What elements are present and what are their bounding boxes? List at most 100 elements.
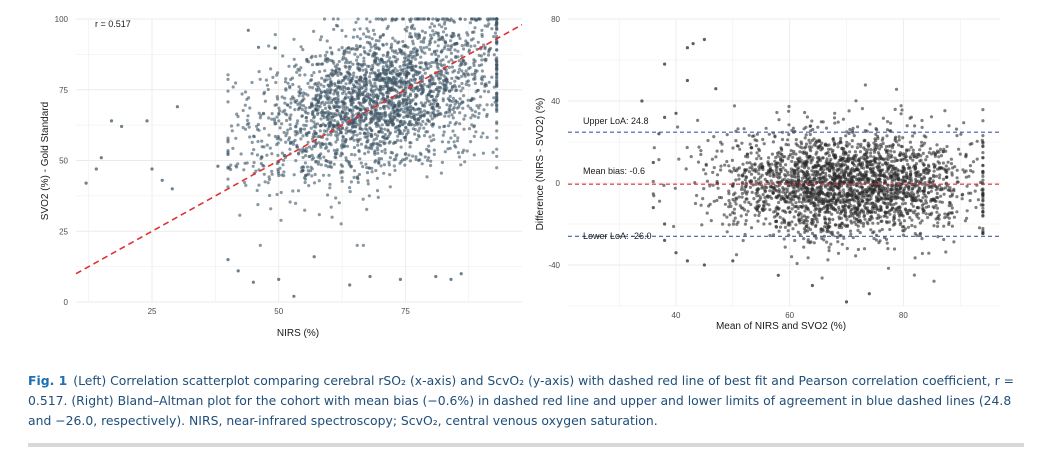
data-point	[419, 55, 423, 59]
data-point	[939, 194, 943, 198]
data-point	[298, 106, 302, 110]
data-point	[392, 109, 396, 113]
data-point	[814, 141, 818, 145]
data-point	[381, 84, 385, 88]
data-point	[843, 159, 847, 163]
data-point	[798, 160, 802, 164]
data-point	[715, 179, 719, 184]
data-point	[170, 187, 174, 191]
data-point	[790, 175, 794, 179]
data-point	[301, 91, 305, 95]
data-point	[773, 159, 777, 163]
data-point	[399, 145, 403, 149]
data-point	[252, 134, 256, 138]
data-point	[365, 207, 369, 211]
data-point	[771, 233, 776, 237]
data-point	[348, 190, 352, 194]
data-point	[470, 72, 474, 76]
data-point	[419, 114, 423, 118]
data-point	[451, 116, 455, 120]
data-point	[369, 93, 374, 97]
data-point	[388, 64, 392, 68]
data-point	[746, 155, 750, 159]
data-point	[392, 69, 396, 74]
data-point	[260, 145, 264, 149]
data-point	[344, 34, 348, 38]
data-point	[383, 141, 387, 145]
data-point	[424, 62, 428, 66]
data-point	[771, 191, 775, 195]
data-point	[715, 173, 720, 177]
data-point	[777, 206, 781, 210]
data-point	[921, 189, 926, 193]
data-point	[427, 47, 432, 52]
data-point	[873, 157, 877, 161]
data-point	[861, 189, 865, 193]
data-point	[362, 106, 366, 110]
data-point	[468, 106, 473, 110]
data-point	[842, 150, 846, 154]
data-point	[413, 77, 417, 81]
data-point	[817, 139, 822, 143]
data-point	[907, 188, 911, 192]
data-point	[377, 157, 381, 161]
data-point	[882, 181, 887, 185]
data-point	[358, 157, 362, 161]
data-point	[699, 152, 703, 157]
data-point	[847, 142, 851, 146]
data-point	[767, 132, 771, 136]
data-point	[943, 109, 947, 113]
data-point	[693, 201, 698, 206]
data-point	[254, 169, 258, 173]
data-point	[292, 37, 296, 41]
data-point	[280, 122, 284, 126]
data-point	[897, 143, 901, 147]
data-point	[723, 202, 728, 206]
data-point	[859, 182, 863, 186]
data-point	[910, 152, 914, 156]
data-point	[335, 148, 339, 152]
data-point	[437, 105, 442, 110]
data-point	[900, 108, 904, 112]
data-point	[806, 226, 811, 230]
data-point	[460, 74, 464, 78]
data-point	[783, 221, 787, 225]
data-point	[836, 142, 840, 146]
data-point	[445, 86, 449, 90]
data-point	[879, 143, 883, 147]
data-point	[346, 77, 350, 81]
data-point	[397, 47, 402, 51]
data-point	[389, 46, 393, 50]
data-point	[452, 105, 456, 110]
data-point	[415, 137, 419, 142]
data-point	[370, 170, 374, 174]
data-point	[743, 200, 747, 204]
data-point	[905, 124, 909, 128]
data-point	[469, 116, 473, 120]
data-point	[408, 98, 412, 102]
data-point	[274, 103, 279, 107]
data-point	[384, 68, 388, 72]
data-point	[348, 81, 352, 85]
data-point	[379, 57, 383, 61]
data-point	[486, 18, 490, 22]
data-point	[390, 17, 394, 21]
data-point	[356, 140, 360, 144]
data-point	[798, 145, 802, 149]
data-point	[410, 65, 415, 70]
data-point	[393, 96, 397, 100]
data-point	[373, 81, 377, 85]
data-point	[344, 82, 348, 86]
data-point	[375, 146, 379, 150]
data-point	[838, 190, 842, 194]
data-point	[366, 179, 370, 183]
data-point	[809, 158, 813, 162]
data-point	[381, 33, 385, 37]
data-point	[382, 171, 386, 175]
data-point	[787, 132, 791, 137]
data-point	[359, 86, 364, 90]
data-point	[428, 79, 432, 83]
data-point	[908, 155, 912, 159]
data-point	[449, 277, 453, 281]
data-point	[401, 17, 406, 21]
